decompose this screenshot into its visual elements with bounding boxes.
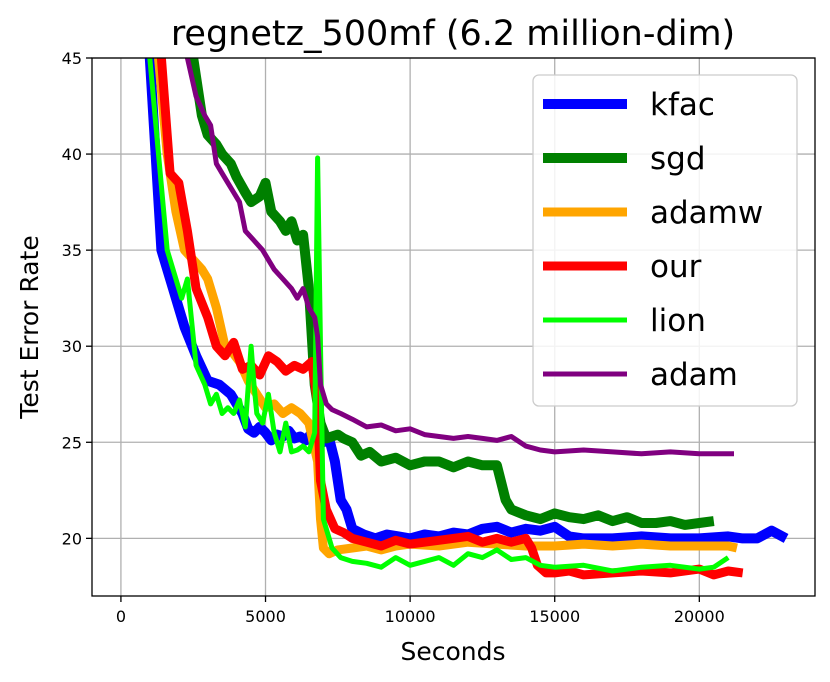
- legend-label-adamw: adamw: [650, 195, 763, 231]
- chart-title: regnetz_500mf (6.2 million-dim): [171, 14, 735, 54]
- plot-frame: [91, 57, 816, 597]
- y-axis-label: Test Error Rate: [15, 235, 44, 419]
- x-tick-label: 20000: [674, 607, 725, 626]
- legend-label-our: our: [650, 249, 702, 285]
- y-tick-label: 20: [62, 529, 82, 548]
- x-tick-label: 10000: [385, 607, 436, 626]
- x-axis-label: Seconds: [400, 637, 505, 666]
- legend-label-kfac: kfac: [650, 87, 715, 123]
- legend-label-sgd: sgd: [650, 141, 706, 177]
- x-tick-label: 0: [116, 607, 126, 626]
- series-line-our: [156, 58, 744, 580]
- legend-label-adam: adam: [650, 357, 738, 393]
- legend: kfac sgd adamw our lion adam: [532, 74, 798, 407]
- axis-ticks: 0 5000 10000 15000 20000 20 25 30 35 40 45: [62, 49, 725, 626]
- series-line-lion: [147, 58, 730, 574]
- y-tick-label: 40: [62, 145, 82, 164]
- x-tick-label: 5000: [245, 607, 286, 626]
- y-tick-label: 30: [62, 337, 82, 356]
- y-tick-label: 35: [62, 241, 82, 260]
- x-tick-label: 15000: [529, 607, 580, 626]
- series-line-sgd: [188, 58, 715, 530]
- series-lines: [144, 58, 789, 580]
- y-tick-label: 25: [62, 433, 82, 452]
- series-line-adamw: [154, 58, 738, 559]
- legend-label-lion: lion: [650, 303, 706, 339]
- y-tick-label: 45: [62, 49, 82, 68]
- series-line-adam: [184, 58, 734, 457]
